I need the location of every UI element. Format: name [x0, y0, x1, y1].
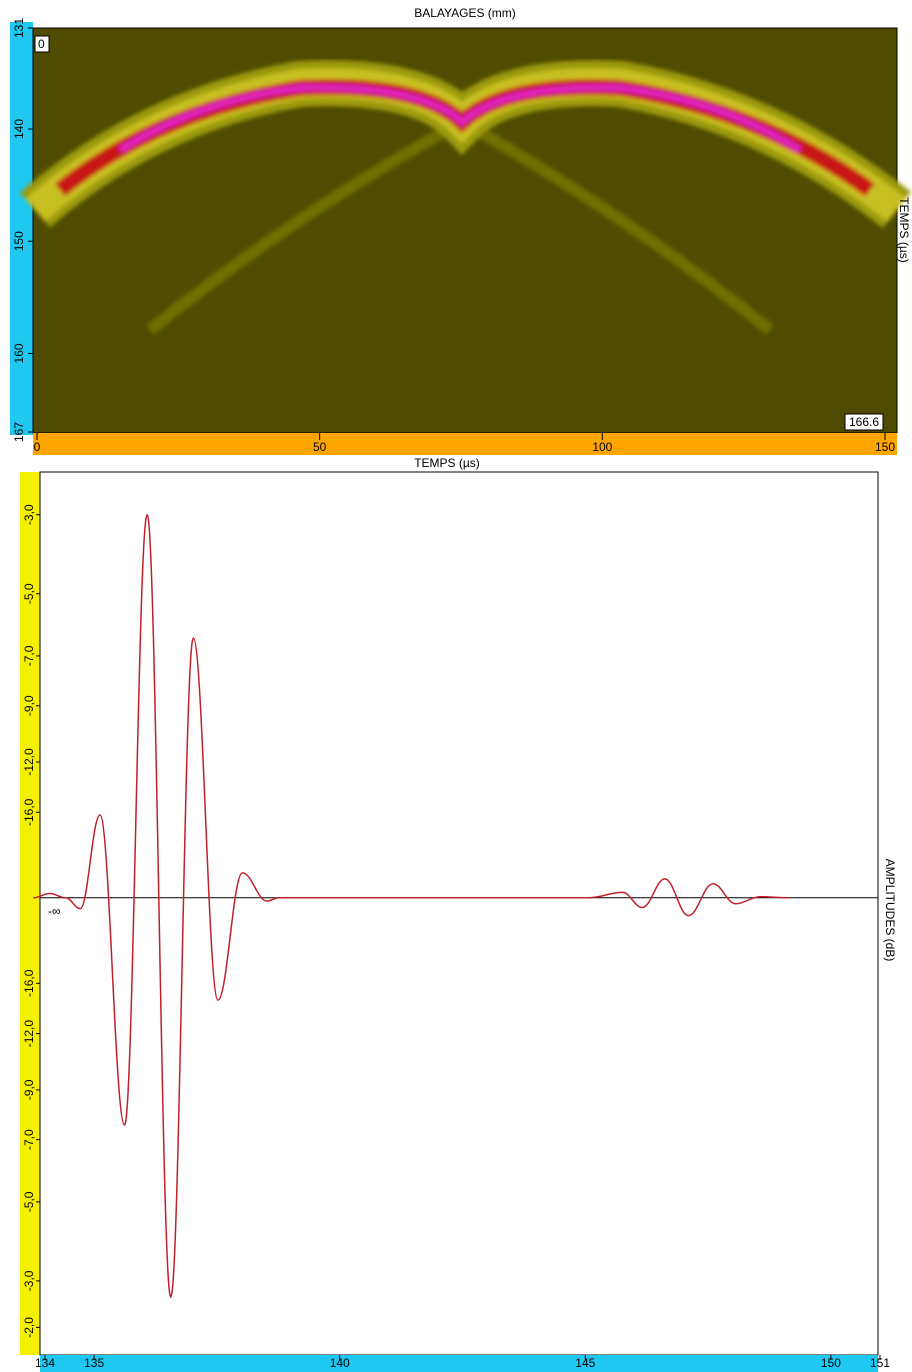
x-tick-label: 150	[875, 440, 895, 454]
range-min: 0	[38, 37, 45, 51]
range-box	[34, 35, 50, 53]
y-tick-label: -9,0	[22, 695, 36, 716]
x-tick-label: 140	[330, 1356, 350, 1370]
chart-title: TEMPS (µs)	[414, 456, 480, 470]
x-tick-label: 145	[575, 1356, 595, 1370]
bscan-image	[32, 27, 898, 434]
x-tick-label: 100	[592, 440, 612, 454]
x-tick-label: 50	[313, 440, 327, 454]
x-tick-label: 151	[870, 1356, 890, 1370]
y-axis-bar	[10, 22, 33, 435]
y-tick-label: -9,0	[22, 1079, 36, 1100]
bscan-echoes	[19, 60, 912, 335]
chart-title: BALAYAGES (mm)	[414, 6, 516, 20]
y-tick-label: -3,0	[22, 1270, 36, 1291]
y-tick-label: -12,0	[22, 1020, 36, 1048]
y-tick-label: 131	[12, 18, 26, 38]
y-axis-label: TEMPS (µs)	[897, 197, 911, 263]
x-axis-bar	[33, 433, 897, 455]
waveform	[33, 513, 790, 1298]
x-axis-bar	[40, 1355, 878, 1372]
x-tick-label: 135	[84, 1356, 104, 1370]
x-tick-label: 134	[35, 1356, 55, 1370]
y-tick-label: -2,0	[22, 1317, 36, 1338]
y-tick-label: -16,0	[22, 969, 36, 997]
y-tick-label: 140	[12, 119, 26, 139]
range-max: 166.6	[849, 415, 879, 429]
y-tick-label: -∞	[48, 904, 61, 918]
y-tick-label: 160	[12, 343, 26, 363]
y-axis-label: AMPLITUDES (dB)	[883, 859, 897, 962]
x-tick-label: 0	[34, 440, 41, 454]
y-tick-label: -7,0	[22, 1129, 36, 1150]
y-tick-label: 167	[12, 422, 26, 442]
y-tick-label: -3,0	[22, 504, 36, 525]
y-tick-label: -7,0	[22, 645, 36, 666]
y-tick-label: -5,0	[22, 583, 36, 604]
plot-area	[39, 471, 879, 1356]
y-tick-label: -16,0	[22, 798, 36, 826]
content: BALAYAGES (mm) TEMPS (µs) 131 140 150 160 167 0…	[12, 6, 911, 1370]
y-axis-bar	[20, 472, 40, 1355]
y-tick-label: -5,0	[22, 1191, 36, 1212]
y-tick-label: -12,0	[22, 748, 36, 776]
range-box	[844, 413, 884, 431]
x-tick-label: 150	[821, 1356, 841, 1370]
y-tick-label: 150	[12, 231, 26, 251]
